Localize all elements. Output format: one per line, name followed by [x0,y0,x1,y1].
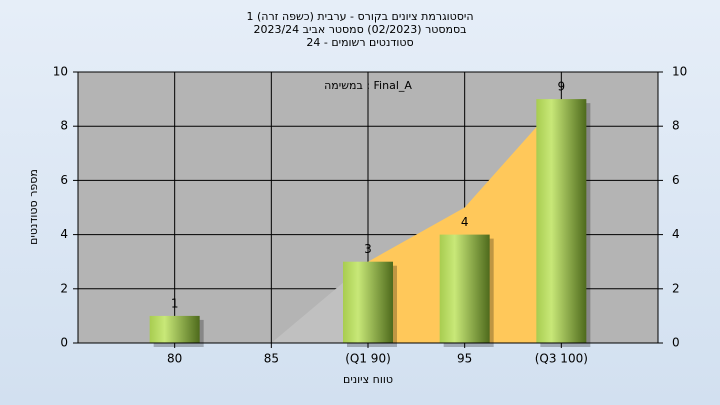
y-axis-label: מספר סטודנטים [27,169,40,245]
y-tick-label: 8 [60,119,68,133]
value-label: 1 [171,296,179,310]
bar [536,99,587,343]
plot-border [77,71,659,344]
y-tick-label: 0 [60,336,68,350]
x-tick-label: 85 [264,352,279,366]
y-tick-label: 4 [60,227,68,241]
value-label: 4 [461,215,469,229]
bar [343,261,393,343]
y-tick-label: 2 [60,281,68,295]
y2-tick-label: 0 [672,336,680,350]
bar [439,234,490,343]
y2-tick-label: 10 [672,65,687,79]
y2-tick-label: 4 [672,227,680,241]
x-tick-label: (Q3 100) [535,352,588,366]
value-label: 9 [558,80,566,94]
x-tick-label: (Q1 90) [345,352,391,366]
x-tick-label: 80 [167,352,182,366]
bar [149,315,200,343]
area [368,99,562,343]
plot-layer: 0 2 4 6 8 10 0 2 4 6 8 10 80 85 (Q1 90) 95 (Q3 100) 1 3 4 9 [53,65,688,366]
title-line: היסטוגרמת ציונים בקורס - ערבית (כשפה זרה… [246,10,473,23]
x-axis-label: טווח ציונים [343,373,393,386]
title-line: סטודנטים רשומים - 24 [306,36,413,49]
y-tick-label: 6 [60,173,68,187]
value-label: 3 [364,242,372,256]
y2-tick-label: 8 [672,119,680,133]
title-line: בסמסטר (02/2023) סמסטר אביב 2023/24 [253,23,466,36]
y2-tick-label: 2 [672,281,680,295]
y-tick-label: 10 [53,65,68,79]
x-tick-label: 95 [457,352,472,366]
y2-tick-label: 6 [672,173,680,187]
